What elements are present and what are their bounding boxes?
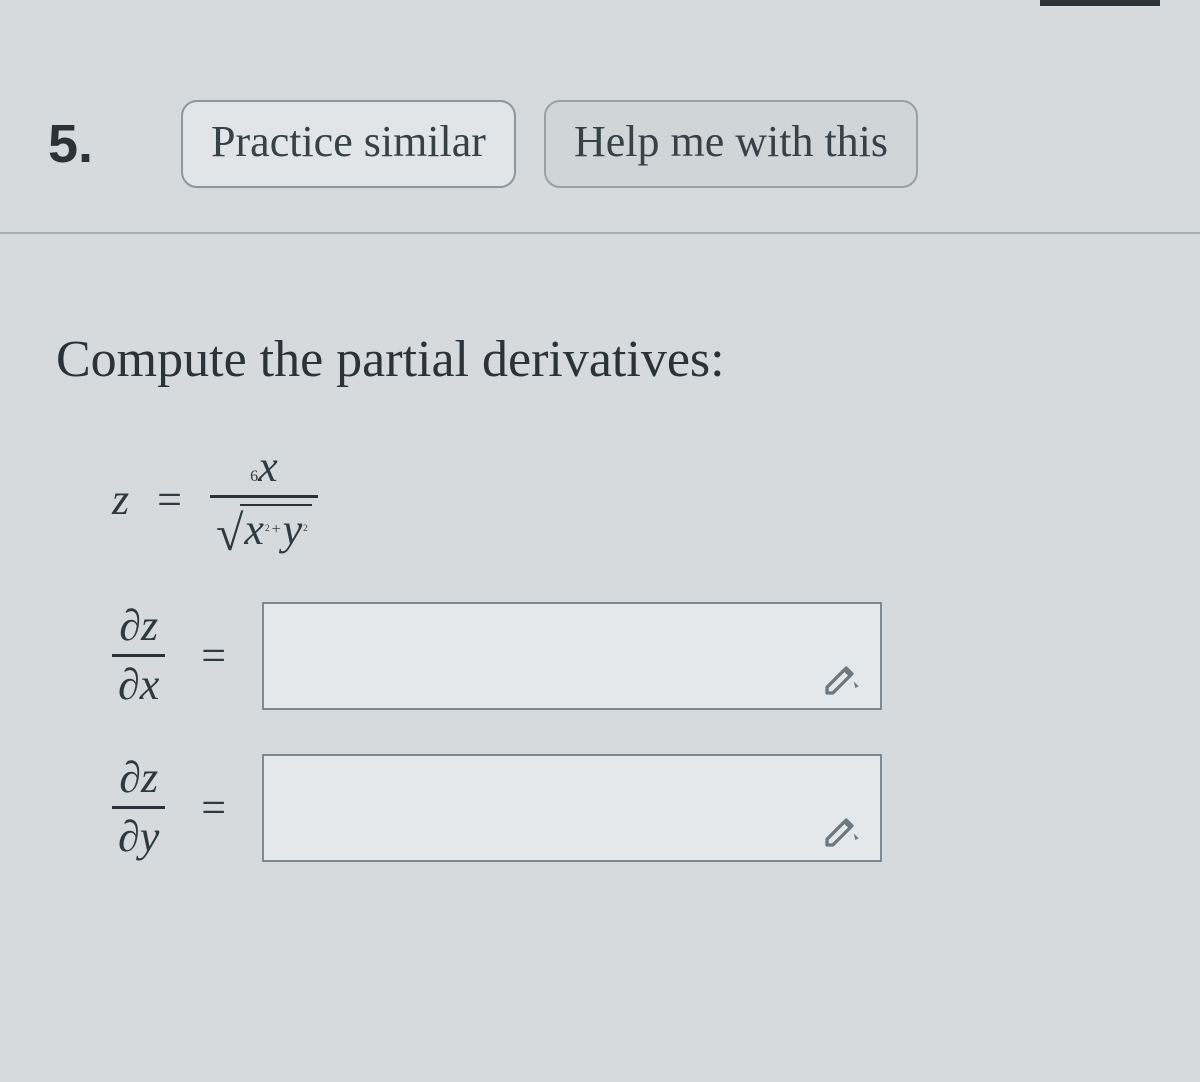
rad-y: y [283, 508, 303, 552]
given-fraction: 6x √ x2+y2 [210, 445, 318, 553]
dz-dx-label: ∂z ∂x [112, 604, 165, 706]
given-lhs: z [112, 474, 129, 525]
fraction-denominator: √ x2+y2 [210, 504, 318, 554]
dz-dy-num: ∂z [113, 756, 164, 800]
top-rule-fragment [1040, 0, 1160, 6]
math-editor-icon[interactable] [822, 658, 862, 698]
fraction-bar [112, 806, 165, 808]
equals-sign: = [149, 474, 190, 525]
dz-dx-num: ∂z [113, 604, 164, 648]
question-content: Compute the partial derivatives: z = 6x … [0, 234, 1200, 861]
dz-dx-den: ∂x [112, 663, 165, 707]
square-root: √ x2+y2 [216, 504, 312, 554]
question-prompt: Compute the partial derivatives: [56, 330, 1144, 389]
math-editor-icon[interactable] [822, 810, 862, 850]
rad-plus: + [270, 522, 283, 538]
dz-dy-den: ∂y [112, 815, 165, 859]
rad-x: x [244, 508, 264, 552]
question-number: 5. [48, 113, 93, 175]
radical-sign: √ [216, 508, 243, 558]
practice-similar-button[interactable]: Practice similar [181, 100, 516, 188]
answer-input-dy[interactable] [262, 754, 882, 862]
fraction-bar [112, 654, 165, 656]
question-header: 5. Practice similar Help me with this [0, 0, 1200, 234]
rad-y-exp: 2 [303, 525, 308, 534]
equals-sign: = [193, 630, 234, 681]
help-me-button[interactable]: Help me with this [544, 100, 918, 188]
given-equation: z = 6x √ x2+y2 [112, 445, 1144, 553]
answer-row-dx: ∂z ∂x = [112, 602, 1144, 710]
numerator-var: x [258, 442, 278, 491]
radicand: x2+y2 [240, 504, 311, 554]
question-panel: 5. Practice similar Help me with this Co… [0, 0, 1200, 1082]
equals-sign: = [193, 782, 234, 833]
answer-input-dx[interactable] [262, 602, 882, 710]
answer-row-dy: ∂z ∂y = [112, 754, 1144, 862]
dz-dy-label: ∂z ∂y [112, 756, 165, 858]
fraction-bar [210, 495, 318, 497]
numerator-coeff: 6 [250, 468, 258, 485]
fraction-numerator: 6x [244, 445, 284, 489]
